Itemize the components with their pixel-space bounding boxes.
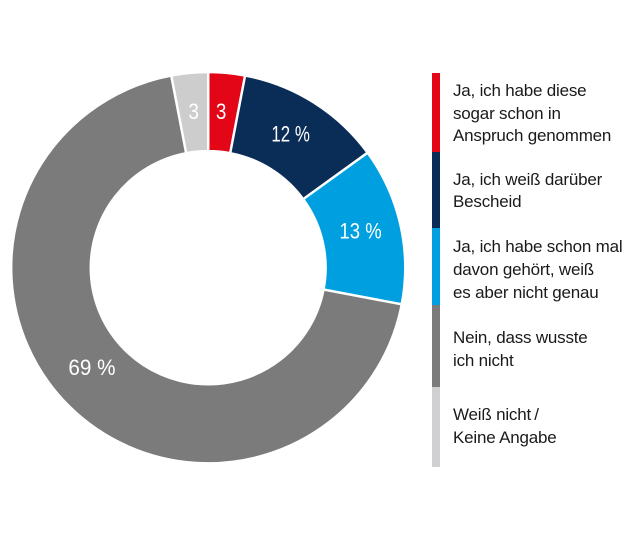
svg-text:3: 3 (216, 99, 227, 124)
svg-text:13 %: 13 % (340, 218, 382, 243)
svg-text:69 %: 69 % (68, 355, 115, 380)
svg-text:12 %: 12 % (271, 122, 310, 147)
svg-text:3: 3 (188, 99, 199, 124)
